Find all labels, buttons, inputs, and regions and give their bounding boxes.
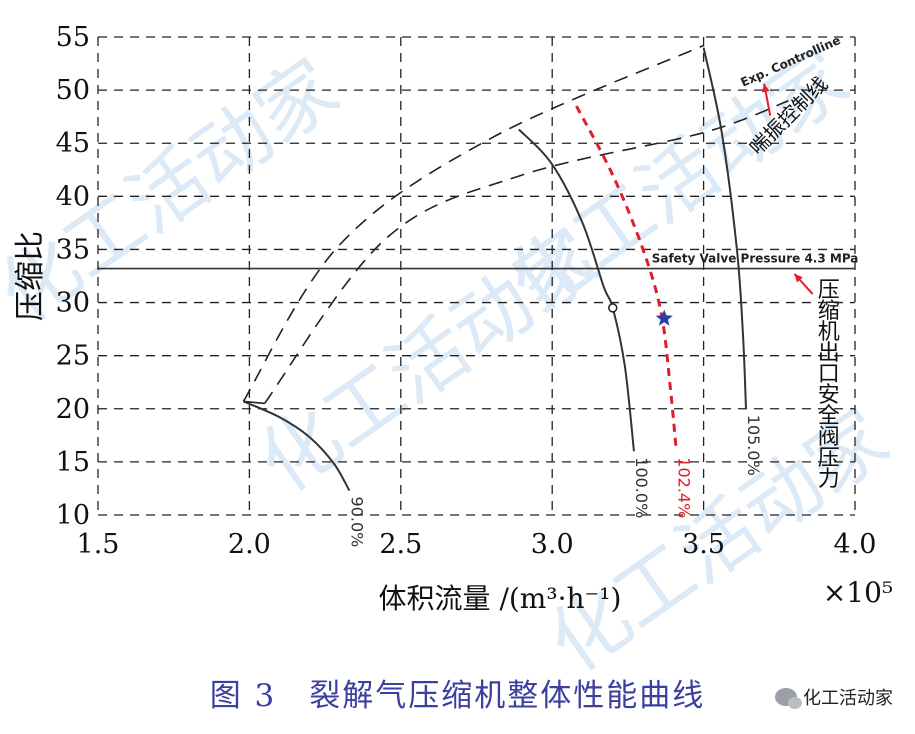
control-line-label: 喘振控制线 [745,72,833,160]
speed-line [518,128,635,452]
y-axis-title: 压缩比 [13,231,48,321]
speed-line-label: 100.0% [632,457,651,518]
wechat-label: 化工活动家 [803,688,893,709]
x-tick-label: 1.5 [77,529,120,560]
x-tick-label: 4.0 [834,529,877,560]
x-tick-label: 3.0 [531,529,574,560]
red-arrow-safety-head [794,273,803,283]
y-tick-label: 30 [56,288,90,319]
x-tick-label: 2.0 [228,529,271,560]
surge-line [242,44,704,402]
wechat-icon [775,688,802,709]
x-multiplier-label: ×10⁵ [823,576,893,609]
x-axis-title: 体积流量 /(m³·h⁻¹) [379,582,622,615]
x-tick-label: 3.5 [682,529,725,560]
speed-line-label: 102.4% [674,457,693,518]
figure-caption: 图 3 裂解气压缩机整体性能曲线 [209,678,706,714]
operating-point-star [655,309,673,326]
chart-lines [98,44,855,492]
y-tick-label: 55 [56,22,90,53]
x-tick-label: 2.5 [379,529,422,560]
grid [97,36,856,516]
tick-labels: 10 15 20 25 30 35 40 45 50 55 1.5 2.0 2.5 3.0 3.5 4.0 压缩… [13,22,893,615]
speed-line-label: 90.0% [347,497,366,548]
speed-line [575,105,678,452]
y-tick-label: 40 [56,181,90,212]
y-tick-label: 20 [56,394,90,425]
y-tick-label: 25 [56,341,90,372]
y-tick-label: 35 [56,234,90,265]
speed-line [242,400,351,492]
speed-line [702,47,747,409]
safety-annotation: 压缩机出口安全阀压力 [818,278,840,492]
surge-line-label: Exp. Controlline [738,33,842,90]
safety-valve-label: Safety Valve Pressure 4.3 MPa [652,252,859,266]
y-tick-label: 50 [56,75,90,106]
surge-line-join [243,400,265,405]
y-tick-label: 10 [56,500,90,531]
operating-marker [608,303,618,313]
control-line [263,99,789,404]
chart-annotations: Safety Valve Pressure 4.3 MPa 90.0% 100.0%… [347,33,858,547]
red-arrow-control-head [761,83,770,93]
wechat-watermark-badge: 化工活动家 [775,684,893,710]
speed-line-label: 105.0% [744,415,763,476]
y-tick-label: 15 [56,447,90,478]
y-tick-label: 45 [56,128,90,159]
